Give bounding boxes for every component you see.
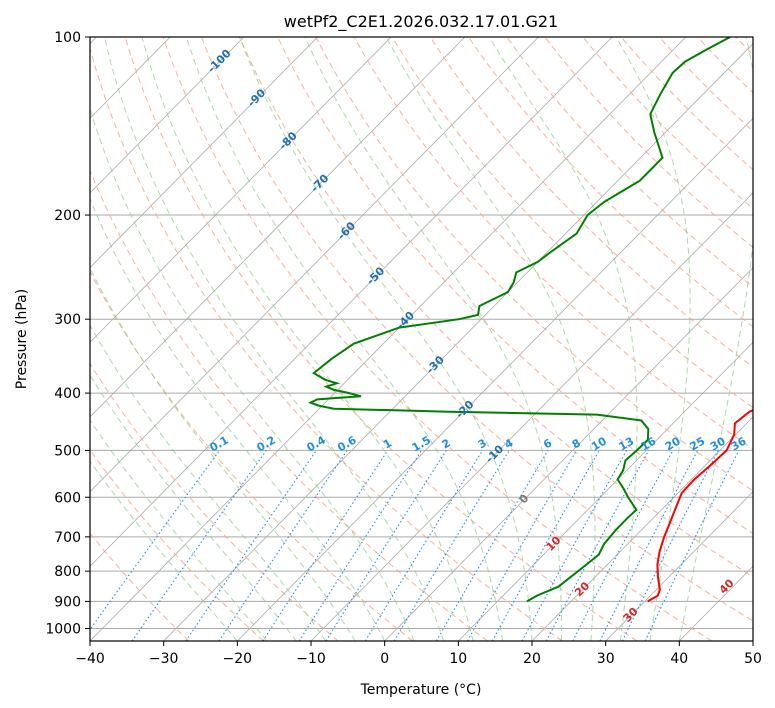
mixing-ratio-line: [467, 450, 578, 641]
dry-adiabat: [124, 37, 638, 641]
x-tick-label: −20: [223, 651, 253, 667]
moist-adiabat: [90, 419, 268, 641]
x-tick-label: 30: [597, 651, 615, 667]
moist-adiabat: [239, 37, 533, 641]
isotherm-line: [90, 37, 613, 567]
moist-adiabat: [90, 197, 386, 641]
isotherm-line: [90, 37, 466, 418]
dry-adiabat: [429, 37, 753, 368]
x-tick-label: −10: [296, 651, 326, 667]
y-tick-label: 800: [54, 564, 81, 580]
dry-adiabat: [544, 37, 753, 249]
dewpoint-profile: [307, 37, 731, 603]
dry-adiabat: [200, 37, 753, 622]
isotherm-line: [163, 43, 753, 641]
dry-adiabat: [239, 37, 753, 578]
plot-frame: [89, 36, 754, 642]
y-tick-label: 200: [54, 208, 81, 224]
y-tick-label: 600: [54, 490, 81, 506]
moist-adiabat: [185, 37, 503, 641]
isotherm-line: [384, 267, 753, 641]
x-tick-label: −40: [75, 651, 105, 667]
moist-adiabat: [385, 37, 596, 641]
x-tick-label: 50: [744, 651, 762, 667]
chart-title: wetPf2_C2E1.2026.032.17.01.G21: [284, 12, 558, 32]
moist-adiabat: [90, 266, 356, 641]
x-tick-label: 0: [380, 651, 389, 667]
dry-adiabat: [162, 37, 712, 641]
mixing-ratio-line: [218, 450, 348, 641]
isotherm-line: [90, 37, 539, 493]
mixing-ratio-line: [298, 450, 423, 641]
y-tick-label: 300: [54, 312, 81, 328]
dry-adiabat: [582, 37, 753, 210]
isotherm-line: [237, 117, 753, 641]
y-axis-title: Pressure (hPa): [14, 289, 30, 389]
moist-adiabat: [304, 37, 562, 641]
moist-adiabat: [678, 37, 753, 641]
y-tick-label: 400: [54, 386, 81, 402]
mixing-ratio-line: [621, 450, 719, 641]
dry-adiabat: [90, 270, 414, 641]
moist-adiabat: [615, 37, 691, 641]
y-tick-label: 900: [54, 594, 81, 610]
x-tick-label: 20: [523, 651, 541, 667]
moist-adiabat: [90, 460, 238, 641]
x-tick-label: −30: [149, 651, 179, 667]
isotherm-line: [605, 491, 753, 641]
moist-adiabat: [141, 37, 474, 641]
dry-adiabat: [391, 37, 753, 409]
moist-adiabat: [90, 374, 297, 641]
mixing-ratio-line: [491, 450, 600, 641]
moist-adiabat: [90, 107, 415, 641]
mixing-ratio-line: [599, 450, 699, 641]
dry-adiabat: [353, 37, 753, 450]
moist-adiabat: [103, 37, 445, 641]
dry-adiabat: [90, 449, 264, 641]
moist-adiabat: [488, 37, 638, 641]
isotherm-line: [90, 37, 392, 343]
x-tick-label: 10: [449, 651, 467, 667]
mixing-ratio-line: [185, 450, 317, 641]
mixing-ratio-line: [262, 450, 389, 641]
mixing-ratio-line: [90, 450, 220, 631]
dry-adiabat: [90, 169, 488, 641]
temperature-profile: [647, 409, 753, 603]
dry-adiabat: [277, 37, 753, 535]
isotherm-line: [90, 37, 245, 194]
y-tick-label: 1000: [45, 622, 81, 638]
y-tick-label: 100: [54, 30, 81, 46]
isotherm-line: [90, 37, 687, 641]
y-tick-label: 500: [54, 443, 81, 459]
mixing-ratio-line: [521, 450, 628, 641]
x-axis-title: Temperature (°C): [360, 682, 482, 698]
x-tick-label: 40: [670, 651, 688, 667]
y-tick-label: 700: [54, 530, 81, 546]
mixing-ratio-line: [364, 450, 484, 641]
dry-adiabat: [468, 37, 753, 328]
isotherm-line: [90, 37, 318, 269]
mixing-ratio-line: [131, 450, 267, 641]
